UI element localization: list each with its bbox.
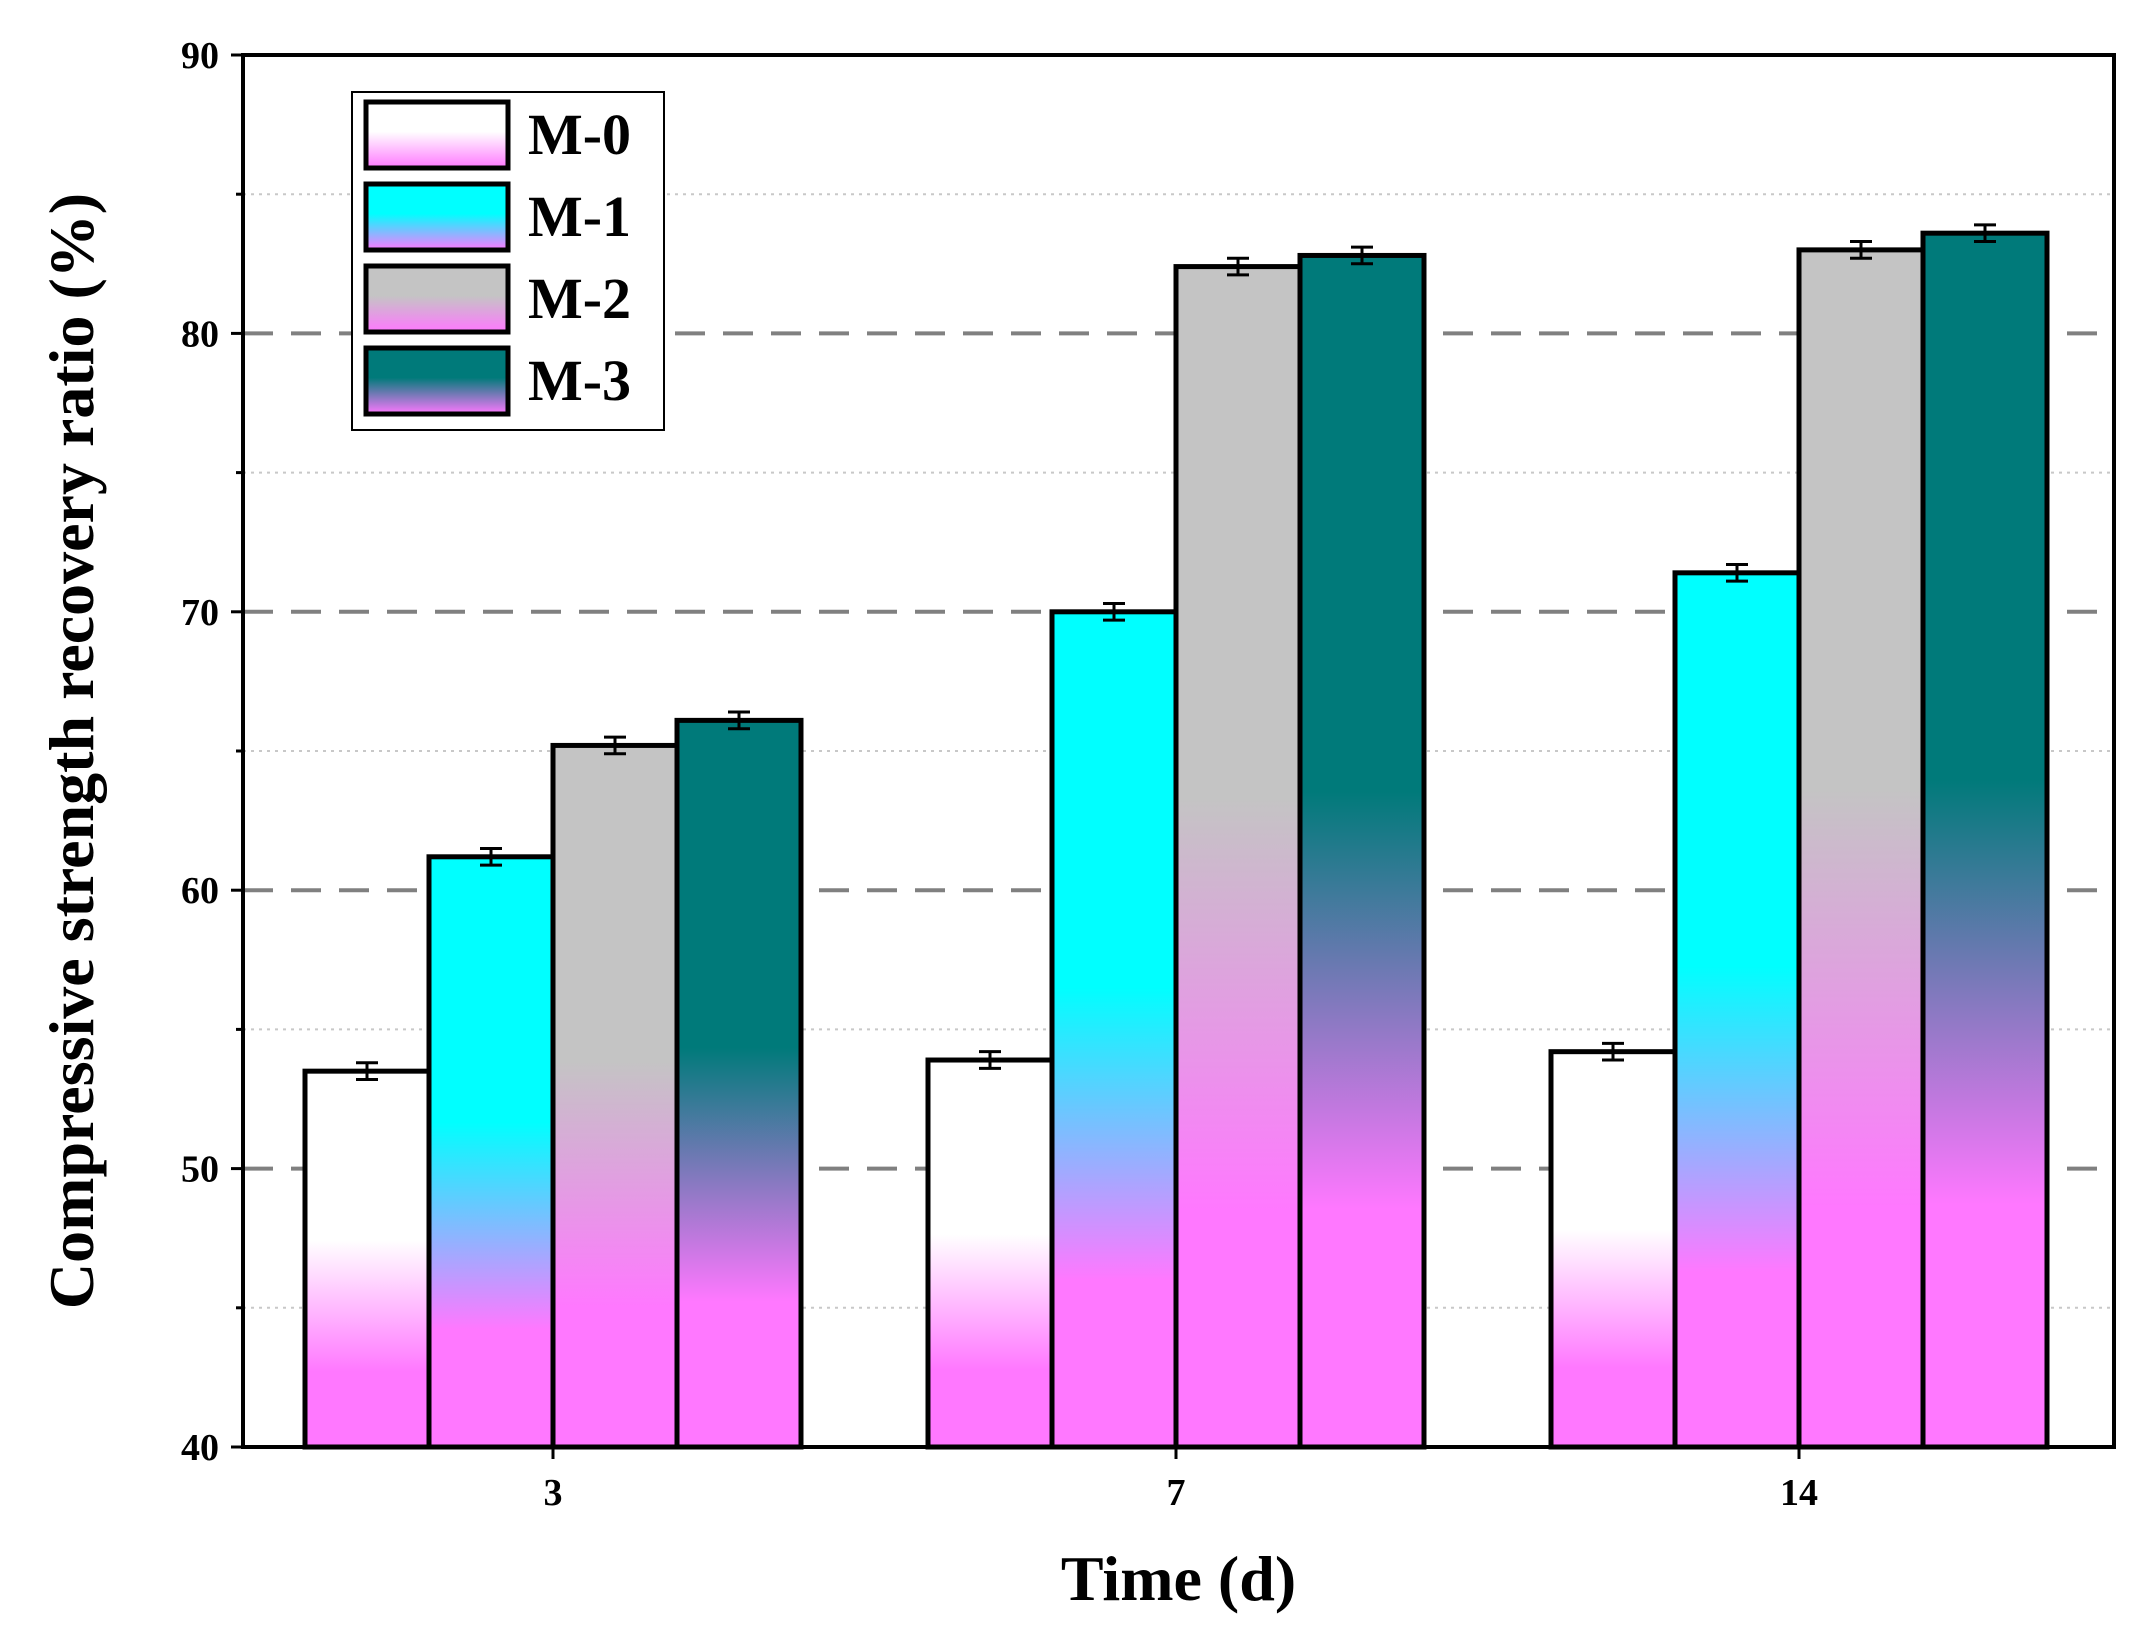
legend-swatch-m-3 xyxy=(363,345,511,417)
y-tick-label: 90 xyxy=(181,35,219,77)
x-tick-label: 7 xyxy=(1167,1472,1186,1514)
bar-m-2-day-14 xyxy=(1796,247,1926,1450)
legend-label-m-3: M-3 xyxy=(528,348,631,413)
bar-m-2-day-3 xyxy=(550,742,680,1450)
x-tick-label: 3 xyxy=(544,1472,563,1514)
bar-m-3-day-3 xyxy=(674,717,804,1450)
bar-m-3-day-14 xyxy=(1920,230,2050,1450)
y-tick-label: 40 xyxy=(181,1427,219,1469)
bar-m-2-day-7 xyxy=(1173,264,1303,1450)
legend-label-m-2: M-2 xyxy=(528,266,631,331)
legend: M-0 M-1 M-2 M-3 xyxy=(351,91,665,431)
bars xyxy=(302,223,2050,1450)
bar-m-1-day-14 xyxy=(1672,570,1802,1450)
bar-m-0-day-14 xyxy=(1548,1049,1678,1450)
axes xyxy=(231,53,2116,1459)
legend-swatch-m-1 xyxy=(363,181,511,253)
x-tick-label: 14 xyxy=(1780,1472,1818,1514)
legend-swatch-m-2 xyxy=(363,263,511,335)
bar-m-3-day-7 xyxy=(1297,252,1427,1450)
y-tick-label: 70 xyxy=(181,592,219,634)
bar-m-0-day-3 xyxy=(302,1068,432,1450)
tick-labels: 40 50 60 70 80 90 3 7 14 xyxy=(181,35,1818,1514)
x-axis-title: Time (d) xyxy=(1061,1543,1296,1614)
bar-m-1-day-3 xyxy=(426,854,556,1450)
legend-label-m-1: M-1 xyxy=(528,184,631,249)
y-axis-title: Compressive strength recovery ratio (%) xyxy=(36,193,107,1309)
y-tick-label: 50 xyxy=(181,1149,219,1191)
legend-label-m-0: M-0 xyxy=(528,102,631,167)
y-tick-label: 80 xyxy=(181,313,219,355)
y-tick-label: 60 xyxy=(181,870,219,912)
bar-m-1-day-7 xyxy=(1049,609,1179,1450)
legend-swatch-m-0 xyxy=(363,99,511,171)
bar-m-0-day-7 xyxy=(925,1057,1055,1450)
